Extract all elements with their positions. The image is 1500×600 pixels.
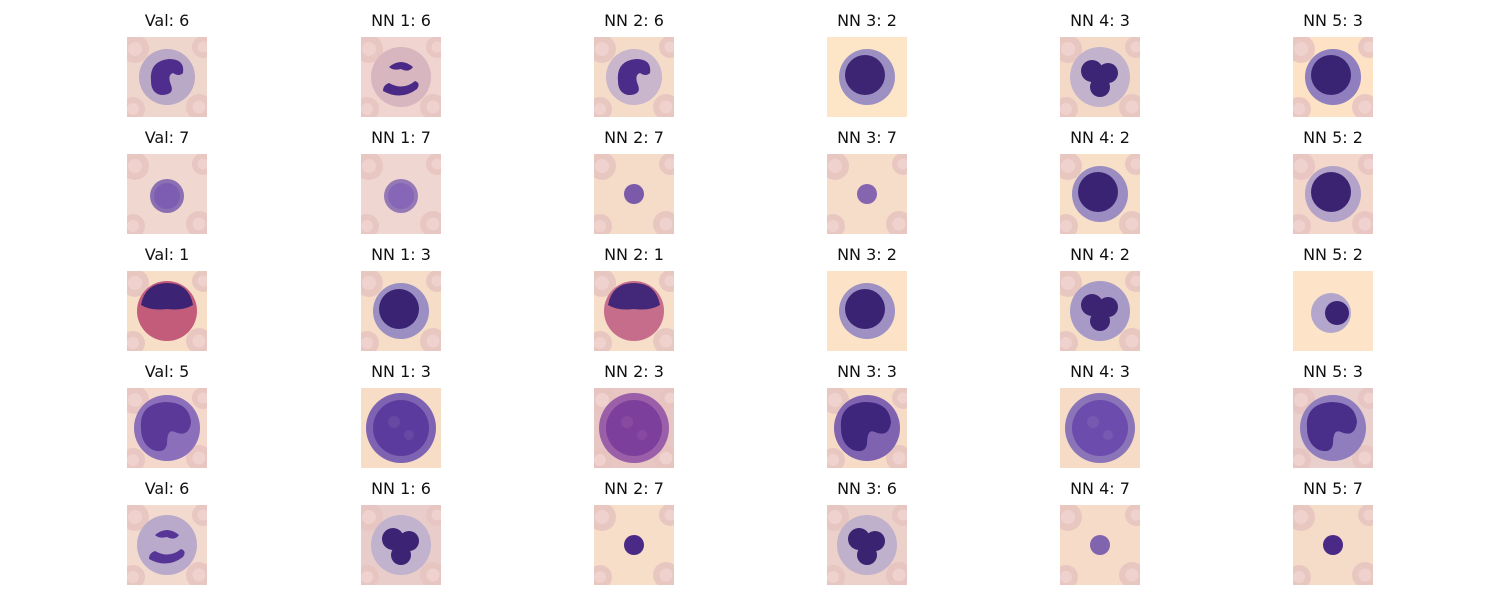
blood-cell-image [1293, 388, 1373, 468]
cell-title: NN 2: 1 [604, 245, 664, 264]
cell-title: NN 1: 6 [371, 479, 431, 498]
cell-title: NN 4: 2 [1070, 245, 1130, 264]
cell-title: NN 5: 3 [1303, 11, 1363, 30]
blood-cell-image [594, 505, 674, 585]
cell-title: Val: 6 [144, 11, 190, 30]
cell-title: NN 3: 2 [837, 245, 897, 264]
blood-cell-image [827, 271, 907, 351]
cell-title: NN 3: 6 [837, 479, 897, 498]
blood-cell-image [1060, 37, 1140, 117]
blood-cell-image [594, 154, 674, 234]
cell-title: Val: 6 [144, 479, 190, 498]
blood-cell-image [361, 388, 441, 468]
blood-cell-image [127, 271, 207, 351]
cell-title: NN 5: 2 [1303, 128, 1363, 147]
cell-title: NN 2: 6 [604, 11, 664, 30]
cell-title: NN 3: 2 [837, 11, 897, 30]
blood-cell-image [1293, 271, 1373, 351]
blood-cell-image [1060, 271, 1140, 351]
blood-cell-image [827, 154, 907, 234]
blood-cell-image [1293, 37, 1373, 117]
blood-cell-image [361, 154, 441, 234]
blood-cell-image [594, 388, 674, 468]
cell-title: NN 4: 2 [1070, 128, 1130, 147]
blood-cell-image [1060, 505, 1140, 585]
cell-title: Val: 5 [144, 362, 190, 381]
blood-cell-image [361, 37, 441, 117]
blood-cell-image [127, 505, 207, 585]
blood-cell-image [361, 271, 441, 351]
cell-title: NN 1: 7 [371, 128, 431, 147]
cell-title: NN 2: 7 [604, 128, 664, 147]
blood-cell-image [594, 37, 674, 117]
cell-title: NN 1: 3 [371, 245, 431, 264]
blood-cell-image [1060, 388, 1140, 468]
cell-title: NN 3: 7 [837, 128, 897, 147]
blood-cell-image [1293, 505, 1373, 585]
cell-title: NN 2: 3 [604, 362, 664, 381]
cell-title: NN 5: 3 [1303, 362, 1363, 381]
cell-title: NN 5: 7 [1303, 479, 1363, 498]
cell-title: NN 4: 3 [1070, 362, 1130, 381]
cell-title: NN 4: 3 [1070, 11, 1130, 30]
cell-title: NN 1: 3 [371, 362, 431, 381]
cell-title: NN 4: 7 [1070, 479, 1130, 498]
blood-cell-image [1293, 154, 1373, 234]
cell-title: Val: 1 [144, 245, 190, 264]
cell-title: Val: 7 [144, 128, 190, 147]
cell-title: NN 3: 3 [837, 362, 897, 381]
blood-cell-image [827, 37, 907, 117]
blood-cell-image [827, 388, 907, 468]
blood-cell-image [594, 271, 674, 351]
blood-cell-image [127, 154, 207, 234]
cell-title: NN 2: 7 [604, 479, 664, 498]
blood-cell-image [361, 505, 441, 585]
blood-cell-image [1060, 154, 1140, 234]
cell-title: NN 1: 6 [371, 11, 431, 30]
blood-cell-image [827, 505, 907, 585]
blood-cell-image [127, 388, 207, 468]
cell-title: NN 5: 2 [1303, 245, 1363, 264]
blood-cell-image [127, 37, 207, 117]
